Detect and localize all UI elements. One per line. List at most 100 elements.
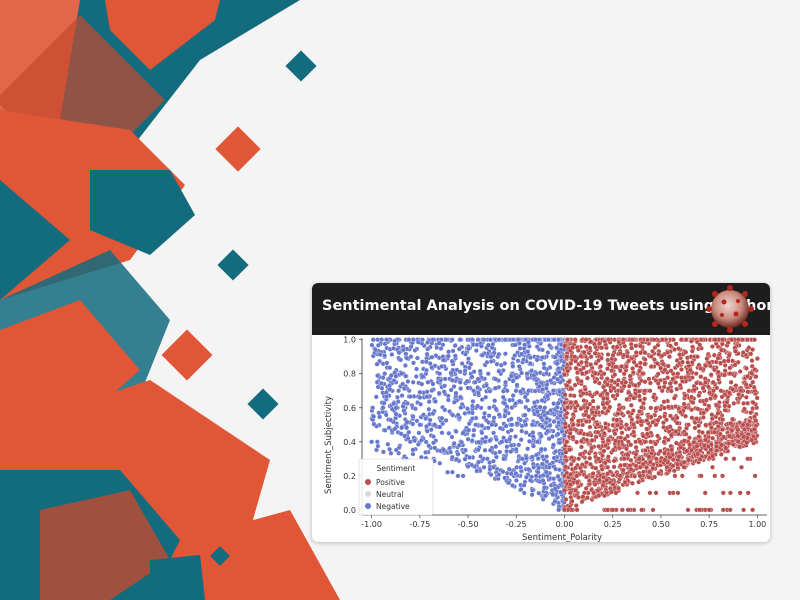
data-point-negative [507,397,513,403]
data-point-negative [510,483,515,488]
data-point-positive [572,382,578,388]
data-point-positive [678,444,684,450]
data-point-positive [750,347,756,353]
data-point-positive [619,430,625,436]
data-point-positive [752,367,758,372]
data-point-negative [400,403,406,409]
data-point-negative [491,350,497,356]
data-point-positive [601,430,607,436]
data-point-negative [426,406,432,412]
legend-label-positive: Positive [376,478,405,487]
data-point-negative [447,445,453,451]
data-point-negative [425,346,431,352]
data-point-positive [631,429,637,435]
data-point-positive [702,490,708,496]
data-point-positive [578,379,584,384]
data-point-positive [580,422,586,428]
data-point-positive [702,443,707,449]
data-point-positive [642,361,648,367]
data-point-negative [513,434,518,440]
data-point-negative [493,444,499,450]
data-point-positive [623,446,629,452]
data-point-positive [637,439,643,445]
data-point-negative [469,374,475,380]
data-point-positive [735,438,741,444]
data-point-positive [596,443,602,449]
data-point-negative [400,347,406,353]
x-axis-label: Sentiment_Polarity [522,533,602,542]
data-point-negative [493,436,499,442]
data-point-positive [705,384,711,390]
y-tick-label: 0.6 [343,404,356,413]
data-point-negative [510,393,516,398]
data-point-positive [601,493,607,499]
data-point-positive [660,337,665,343]
data-point-positive [667,381,673,386]
data-point-positive [587,424,593,430]
data-point-positive [683,413,689,419]
data-point-positive [741,400,747,406]
data-point-positive [573,399,579,405]
data-point-positive [710,435,716,441]
data-point-positive [706,507,712,513]
data-point-negative [471,369,477,375]
data-point-positive [648,414,654,420]
data-point-negative [509,422,515,428]
data-point-negative [475,385,481,391]
data-point-positive [662,457,668,463]
data-point-negative [478,343,484,349]
data-point-positive [718,360,723,366]
data-point-positive [588,362,593,367]
data-point-negative [516,364,522,370]
data-point-negative [437,371,443,377]
data-point-positive [720,473,725,479]
data-point-positive [567,471,573,477]
data-point-positive [574,439,580,445]
data-point-positive [639,507,645,513]
data-point-positive [687,367,693,373]
data-point-positive [613,490,619,496]
data-point-negative [446,430,452,436]
data-point-negative [518,486,524,492]
data-point-positive [600,482,606,488]
data-point-positive [683,431,689,437]
data-point-positive [730,386,736,392]
data-point-positive [646,376,652,382]
data-point-negative [443,337,449,343]
data-point-negative [438,377,444,383]
data-point-negative [508,471,514,477]
data-point-positive [595,456,601,462]
data-point-positive [675,461,681,467]
data-point-negative [503,408,509,414]
data-point-positive [637,473,643,479]
data-point-negative [466,365,472,371]
data-point-positive [698,374,704,380]
data-point-negative [489,345,495,351]
data-point-negative [436,390,442,396]
data-point-negative [469,438,475,444]
data-point-positive [633,439,639,445]
data-point-positive [681,459,687,465]
data-point-negative [554,361,560,367]
data-point-negative [433,399,438,404]
data-point-positive [573,358,579,364]
x-tick-label: -1.00 [361,520,382,529]
data-point-negative [416,430,422,436]
data-point-positive [651,394,656,400]
data-point-negative [532,337,538,343]
data-point-positive [649,450,655,456]
data-point-negative [465,385,471,391]
data-point-positive [691,387,697,393]
data-point-positive [607,404,613,410]
data-point-negative [454,456,460,462]
data-point-negative [403,373,409,379]
data-point-positive [647,388,653,394]
data-point-positive [603,425,608,431]
data-point-negative [506,480,512,486]
data-point-negative [492,450,498,456]
data-point-negative [503,423,509,429]
data-point-positive [686,457,692,463]
data-point-positive [605,357,611,363]
legend-marker-positive [365,479,371,485]
data-point-negative [393,405,399,411]
